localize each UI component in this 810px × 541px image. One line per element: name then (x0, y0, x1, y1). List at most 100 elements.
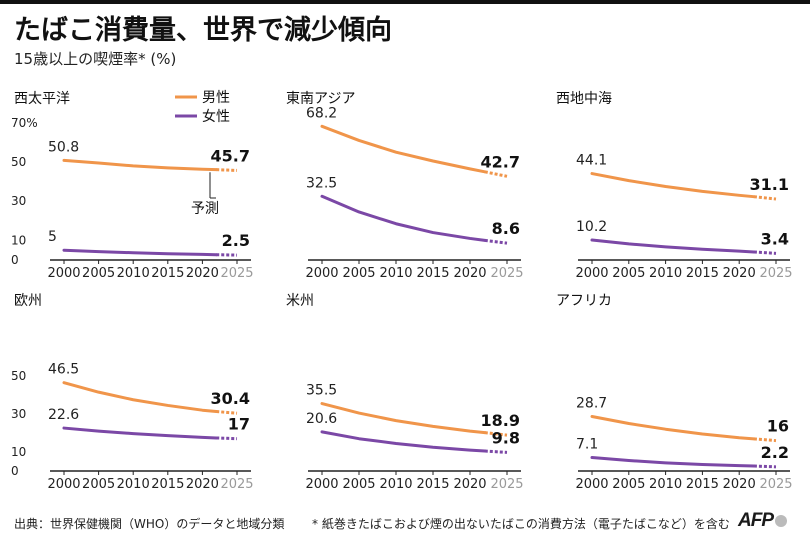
male-series-line (62, 158, 218, 172)
y-tick-label: 30 (11, 194, 26, 208)
female-series-line (590, 456, 756, 468)
x-tick-label: 2025 (759, 477, 792, 492)
female-forecast-line (216, 436, 238, 441)
panel-title: 欧州 (14, 293, 42, 309)
x-tick-label: 2025 (220, 266, 253, 281)
x-tick-label: 2005 (82, 266, 115, 281)
male-series-line (590, 172, 756, 199)
x-tick-label: 2000 (575, 266, 608, 281)
x-tick-label: 2010 (117, 266, 150, 281)
male-series-line (320, 124, 487, 174)
female-start-label: 7.1 (576, 437, 598, 453)
x-tick-label: 2015 (416, 477, 449, 492)
panel-title: アフリカ (556, 293, 612, 309)
male-start-label: 68.2 (306, 105, 337, 121)
female-end-label: 3.4 (761, 229, 789, 248)
x-tick-label: 2015 (686, 266, 719, 281)
x-tick-label: 2010 (649, 266, 682, 281)
male-forecast-line (484, 431, 508, 437)
x-tick-label: 2010 (379, 477, 412, 492)
footnote: * 紙巻きたばこおよび煙の出ないたばこの消費方法（電子たばこなど）を含む (312, 517, 730, 531)
male-start-label: 28.7 (576, 395, 607, 411)
x-tick-label: 2025 (759, 266, 792, 281)
y-tick-label: 0 (11, 464, 19, 478)
x-tick-label: 2010 (117, 477, 150, 492)
female-end-label: 2.5 (222, 231, 250, 250)
female-forecast-line (484, 449, 508, 454)
x-tick-label: 2015 (686, 477, 719, 492)
female-end-label: 17 (228, 415, 250, 434)
x-tick-label: 2015 (416, 266, 449, 281)
y-tick-label: 30 (11, 407, 26, 421)
female-end-label: 2.2 (761, 443, 789, 462)
male-end-label: 31.1 (750, 175, 789, 194)
x-tick-label: 2020 (453, 477, 486, 492)
x-tick-label: 2000 (47, 477, 80, 492)
x-tick-label: 2000 (305, 266, 338, 281)
y-tick-label: 50 (11, 155, 26, 169)
male-series-line (320, 402, 487, 435)
panel-title: 東南アジア (286, 91, 355, 107)
male-end-label: 42.7 (481, 152, 520, 171)
x-tick-label: 2020 (186, 477, 219, 492)
x-tick-label: 2015 (151, 477, 184, 492)
x-tick-label: 2000 (47, 266, 80, 281)
x-tick-label: 2020 (186, 266, 219, 281)
female-forecast-line (753, 250, 777, 255)
female-start-label: 32.5 (306, 175, 337, 191)
female-series-line (62, 248, 218, 257)
male-start-label: 50.8 (48, 139, 79, 155)
x-tick-label: 2005 (342, 477, 375, 492)
y-tick-label: 10 (11, 233, 26, 247)
top-rule (0, 0, 810, 4)
legend-female-label: 女性 (202, 108, 230, 125)
panel-title: 米州 (286, 293, 314, 309)
afp-logo: AFP (738, 510, 787, 532)
female-series-line (590, 238, 756, 254)
female-series-line (320, 194, 487, 242)
x-tick-label: 2025 (490, 477, 523, 492)
y-tick-label: 70% (11, 116, 38, 130)
x-tick-label: 2015 (151, 266, 184, 281)
x-tick-label: 2010 (379, 266, 412, 281)
male-start-label: 35.5 (306, 383, 337, 399)
x-tick-label: 2000 (305, 477, 338, 492)
male-series-line (590, 414, 756, 441)
y-tick-label: 0 (11, 253, 19, 267)
female-series-line (320, 430, 487, 453)
page-title: たばこ消費量、世界で減少傾向 (14, 15, 392, 46)
x-tick-label: 2025 (490, 266, 523, 281)
x-tick-label: 2005 (342, 266, 375, 281)
source-note: 出典：世界保健機関（WHO）のデータと地域分類 (14, 517, 285, 531)
legend-male-label: 男性 (202, 90, 230, 106)
female-start-label: 5 (48, 229, 57, 245)
y-tick-label: 10 (11, 445, 26, 459)
female-start-label: 20.6 (306, 411, 337, 427)
panel-title: 西太平洋 (14, 91, 70, 107)
female-end-label: 9.8 (492, 428, 520, 447)
x-tick-label: 2025 (220, 477, 253, 492)
x-tick-label: 2020 (723, 266, 756, 281)
male-forecast-line (753, 195, 777, 201)
male-end-label: 45.7 (211, 146, 250, 165)
female-forecast-line (753, 464, 777, 469)
female-start-label: 22.6 (48, 407, 79, 423)
male-forecast-line (216, 410, 238, 415)
male-forecast-line (753, 437, 777, 443)
y-tick-label: 50 (11, 369, 26, 383)
female-forecast-line (484, 238, 508, 245)
male-forecast-line (484, 170, 508, 178)
female-series-line (62, 426, 218, 440)
female-start-label: 10.2 (576, 219, 607, 235)
female-end-label: 8.6 (492, 219, 520, 238)
male-start-label: 44.1 (576, 153, 607, 169)
male-start-label: 46.5 (48, 362, 79, 378)
x-tick-label: 2020 (453, 266, 486, 281)
x-tick-label: 2020 (723, 477, 756, 492)
male-series-line (62, 381, 218, 414)
male-end-label: 18.9 (481, 411, 520, 430)
page-subtitle: 15歳以上の喫煙率* (%) (14, 50, 177, 68)
x-tick-label: 2000 (575, 477, 608, 492)
x-tick-label: 2005 (612, 266, 645, 281)
